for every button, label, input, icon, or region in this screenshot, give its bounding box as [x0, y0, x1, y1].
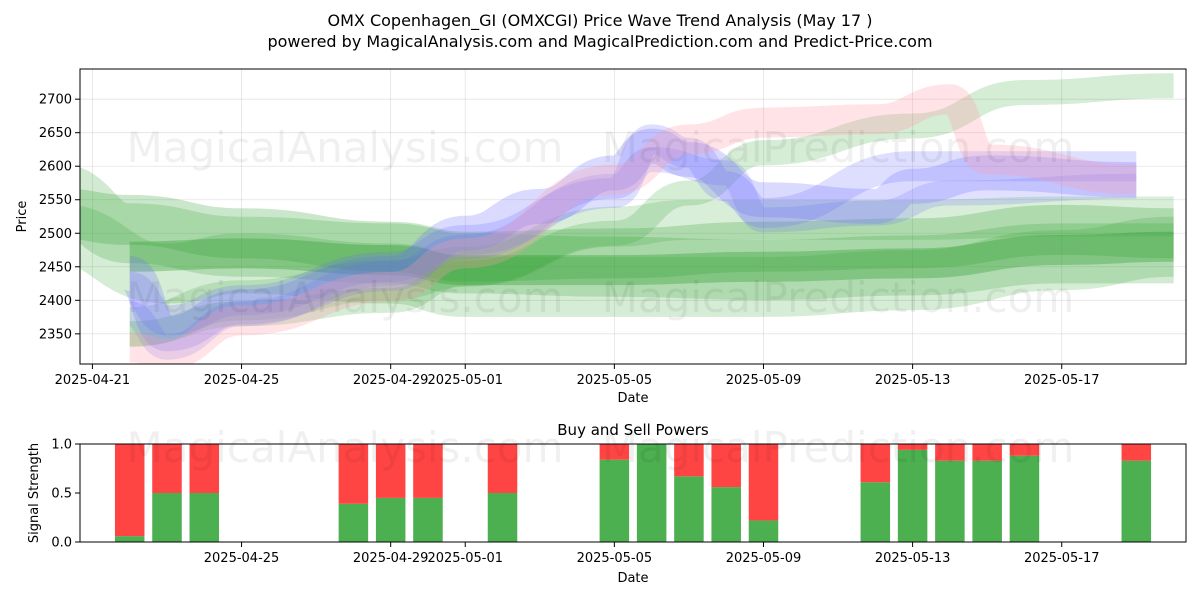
buy-bar [413, 497, 443, 542]
x-tick-label: 2025-05-05 [577, 373, 653, 388]
sell-bar [1121, 444, 1152, 461]
watermark-bottom-right: MagicalPrediction.com [602, 273, 1075, 322]
band-green-1 [80, 189, 1174, 282]
band-green-0 [80, 167, 1174, 301]
y-tick-label: 2500 [39, 227, 72, 242]
buy-bar [935, 460, 965, 542]
price-bands [80, 73, 1175, 364]
band-green-2 [80, 205, 1175, 317]
sell-bar [599, 444, 630, 460]
signal-x-tick-label: 2025-05-13 [875, 551, 951, 566]
signal-x-tick-label: 2025-05-01 [427, 551, 503, 566]
x-tick-label: 2025-05-13 [875, 373, 951, 388]
buy-bar [636, 444, 667, 542]
sell-bar [935, 444, 965, 461]
sell-bar [114, 444, 145, 537]
watermark-top-left: MagicalAnalysis.com [127, 123, 564, 172]
sell-bar [189, 444, 220, 493]
signal-x-tick-label: 2025-05-09 [726, 551, 802, 566]
sell-bar [748, 444, 779, 521]
y-tick-label: 2550 [39, 193, 72, 208]
buy-bar [674, 476, 704, 542]
y-tick-label: 2650 [39, 126, 72, 141]
x-axis-label: Date [617, 391, 648, 406]
band-pink-9 [129, 84, 1137, 364]
chart-title-line2: powered by MagicalAnalysis.com and Magic… [267, 32, 932, 51]
buy-bar [189, 493, 220, 542]
buy-bar [972, 460, 1002, 542]
y-axis-label: Price [15, 201, 30, 233]
sell-bar [487, 444, 518, 493]
signal-x-tick-label: 2025-05-17 [1024, 551, 1100, 566]
signal-x-tick-label: 2025-04-25 [204, 551, 280, 566]
x-tick-label: 2025-04-21 [55, 373, 131, 388]
sell-bar [674, 444, 704, 477]
watermark-top-right: MagicalPrediction.com [602, 123, 1075, 172]
x-tick-label: 2025-05-01 [427, 373, 503, 388]
buy-bar [897, 449, 928, 542]
buy-bar [748, 520, 779, 542]
sell-bar [152, 444, 182, 493]
buy-bar [1009, 455, 1040, 542]
band-blue-7 [126, 124, 1137, 336]
signal-x-tick-label: 2025-05-05 [577, 551, 653, 566]
y-tick-label: 2400 [39, 294, 72, 309]
buy-bar [487, 493, 518, 542]
buy-bar [152, 493, 182, 542]
sell-bar [375, 444, 406, 498]
band-blue-6 [121, 128, 1137, 352]
y-tick-label: 2350 [39, 327, 72, 342]
signal-y-tick-label: 0.5 [51, 487, 72, 502]
buy-bar [711, 487, 741, 542]
signal-y-tick-label: 1.0 [51, 438, 72, 453]
y-tick-label: 2450 [39, 260, 72, 275]
band-blue-8 [127, 147, 1137, 360]
band-green-3 [129, 231, 1174, 286]
signal-x-axis-label: Date [617, 571, 648, 586]
x-tick-label: 2025-05-17 [1024, 373, 1100, 388]
buy-bar [338, 503, 369, 542]
x-tick-label: 2025-04-25 [204, 373, 280, 388]
band-green-4 [129, 73, 1174, 347]
signal-y-axis-label: Signal Strength [27, 443, 42, 543]
sell-bar [413, 444, 443, 498]
buy-bar [599, 459, 630, 542]
price-plot-frame [79, 68, 1187, 365]
buy-bar [1121, 460, 1152, 542]
watermark-signal-right: MagicalPrediction.com [602, 423, 1075, 472]
chart-title-line1: OMX Copenhagen_GI (OMXCGI) Price Wave Tr… [328, 11, 873, 31]
sell-bar [338, 444, 369, 504]
buy-bar [375, 497, 406, 542]
sell-bar [1009, 444, 1040, 456]
x-tick-label: 2025-04-29 [353, 373, 429, 388]
band-green-5 [129, 196, 1174, 348]
price-plot: 2025-04-21 2025-04-25 2025-04-292025-05-01… [15, 68, 1187, 406]
sell-bar [972, 444, 1002, 461]
signal-y-tick-label: 0.0 [51, 536, 72, 551]
watermark-bottom-left: MagicalAnalysis.com [127, 273, 564, 322]
sell-bar [897, 444, 928, 450]
sell-bar [711, 444, 741, 488]
signal-x-tick-label: 2025-04-29 [353, 551, 429, 566]
y-tick-label: 2600 [39, 160, 72, 175]
y-tick-label: 2700 [39, 93, 72, 108]
buy-bar [114, 536, 145, 542]
buy-bar [860, 482, 891, 542]
signal-plot-title: Buy and Sell Powers [557, 421, 709, 439]
x-tick-label: 2025-05-09 [726, 373, 802, 388]
sell-bar [860, 444, 891, 483]
watermark-signal-left: MagicalAnalysis.com [127, 423, 564, 472]
